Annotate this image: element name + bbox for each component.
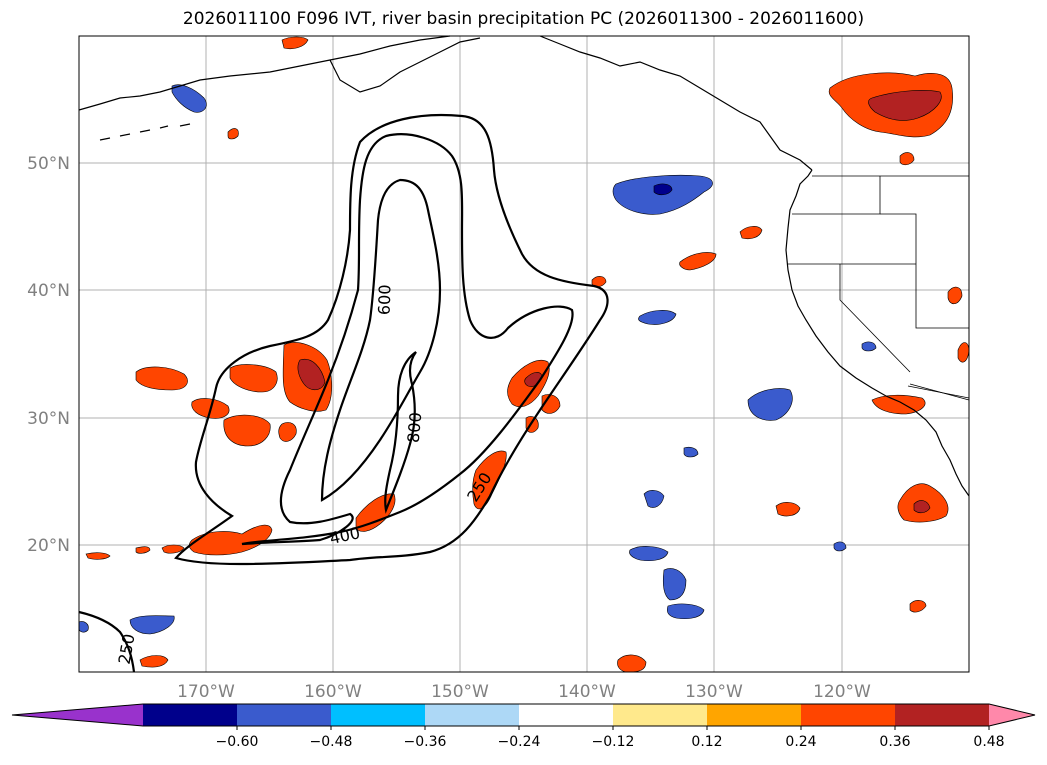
colorbar-segment xyxy=(613,704,708,726)
precip-negative-regions xyxy=(78,84,877,635)
precip-blob-tiny-4 xyxy=(161,544,185,554)
lat-label: 40°N xyxy=(27,281,70,301)
lon-label: 170°W xyxy=(177,682,235,702)
precip-blob-south-2 xyxy=(139,655,169,668)
state-borders xyxy=(788,175,970,401)
lat-label: 50°N xyxy=(27,154,70,174)
precip-blob-ne-pacific-2 xyxy=(739,226,763,240)
precip-neg-e-small-1 xyxy=(683,446,699,458)
precip-neg-hawaii-1 xyxy=(629,546,669,562)
colorbar-tick-label: −0.48 xyxy=(310,734,353,750)
precip-core-alaska-panhandle xyxy=(868,90,942,121)
precip-positive-regions xyxy=(85,36,970,673)
colorbar-extend-high xyxy=(989,704,1035,726)
colorbar-tick-label: 0.24 xyxy=(785,734,816,750)
coastline-alaska xyxy=(78,35,813,171)
coastline-bc-west-coast xyxy=(785,169,970,497)
colorbar-tick-label: −0.24 xyxy=(498,734,541,750)
lon-labels: 170°W 160°W 150°W 140°W 130°W 120°W xyxy=(177,682,871,702)
ivt-contour-800 xyxy=(384,351,417,514)
map-frame xyxy=(79,36,969,672)
lat-labels: 50°N 40°N 30°N 20°N xyxy=(27,154,70,556)
lat-label: 20°N xyxy=(27,536,70,556)
ivt-label-800: 800 xyxy=(404,411,426,443)
precip-neg-central xyxy=(638,310,677,325)
colorbar-segment xyxy=(237,704,332,726)
ivt-contours xyxy=(78,113,609,673)
ivt-contour-250-sw xyxy=(78,610,136,673)
precip-neg-west-1 xyxy=(129,615,175,635)
precip-blob-hawaii-e xyxy=(775,502,801,517)
ivt-contour-250 xyxy=(174,113,609,566)
colorbar-tick-label: 0.48 xyxy=(973,734,1004,750)
map-border xyxy=(78,35,970,673)
precip-neg-e-small-2 xyxy=(833,541,847,552)
colorbar-segment xyxy=(143,704,238,726)
precip-blob-tiny-3 xyxy=(135,546,151,554)
colorbar-segment xyxy=(801,704,896,726)
precip-blob-west-2 xyxy=(229,364,278,393)
colorbar-tick-label: −0.60 xyxy=(216,734,259,750)
map-title: 2026011100 F096 IVT, river basin precipi… xyxy=(182,9,865,29)
border-id xyxy=(880,213,969,329)
colorbar-segment xyxy=(519,704,614,726)
border-nv-ca xyxy=(839,264,911,373)
map-panel: 250 400 600 800 250 xyxy=(78,35,970,673)
precip-blob-west-1 xyxy=(135,366,188,391)
colorbar-outline xyxy=(11,703,1036,727)
lon-label: 120°W xyxy=(813,682,871,702)
colorbar-tick-label: 0.36 xyxy=(879,734,910,750)
precip-neg-e-small-3 xyxy=(861,341,877,352)
coastline-aleutians xyxy=(99,123,191,141)
precip-neg-hawaii-3 xyxy=(662,568,687,601)
ivt-label-600: 600 xyxy=(374,284,394,315)
precip-core-central-north xyxy=(297,358,326,391)
colorbar-segment xyxy=(331,704,426,726)
precip-neg-hawaii-4 xyxy=(666,603,705,620)
lon-label: 140°W xyxy=(558,682,616,702)
precip-blob-west-4 xyxy=(223,414,271,447)
colorbar-tick-label: 0.12 xyxy=(691,734,722,750)
colorbar-segment xyxy=(895,704,990,726)
lon-label: 130°W xyxy=(685,682,743,702)
precip-neg-west-2 xyxy=(78,621,89,633)
precip-blob-tiny-5 xyxy=(227,128,239,140)
precip-blob-oregon-small xyxy=(947,286,963,305)
ivt-contour-400 xyxy=(241,133,574,546)
colorbar-segment xyxy=(707,704,802,726)
precip-blob-west-5 xyxy=(278,422,297,442)
precip-blob-ne-pacific xyxy=(679,252,717,271)
colorbar: −0.60 −0.48 −0.36 −0.24 −0.12 0.12 0.24 0.36 0.4… xyxy=(11,703,1036,750)
precip-neg-east-1 xyxy=(747,388,793,421)
ivt-contour-600 xyxy=(320,178,442,502)
precip-blob-south-1 xyxy=(617,654,647,673)
lon-label: 150°W xyxy=(431,682,489,702)
precip-blob-tiny-1 xyxy=(281,36,309,50)
precip-core-swus-2 xyxy=(913,500,931,514)
border-mexico xyxy=(907,385,970,399)
colorbar-extend-low xyxy=(12,704,143,726)
precip-blob-tiny-2 xyxy=(85,552,111,560)
precip-blob-south-3 xyxy=(909,600,927,613)
colorbar-tick-label: −0.36 xyxy=(404,734,447,750)
precip-neg-core-ne-pacific xyxy=(653,183,673,196)
gridlines xyxy=(79,36,969,672)
lon-label: 160°W xyxy=(304,682,362,702)
precip-blob-vancouver xyxy=(899,152,915,166)
colorbar-segment xyxy=(425,704,520,726)
colorbar-tick-label: −0.12 xyxy=(592,734,635,750)
precip-neg-gulf-alaska xyxy=(171,84,207,113)
precip-neg-hawaii-2 xyxy=(643,490,665,508)
lat-label: 30°N xyxy=(27,409,70,429)
coastlines xyxy=(78,35,970,497)
